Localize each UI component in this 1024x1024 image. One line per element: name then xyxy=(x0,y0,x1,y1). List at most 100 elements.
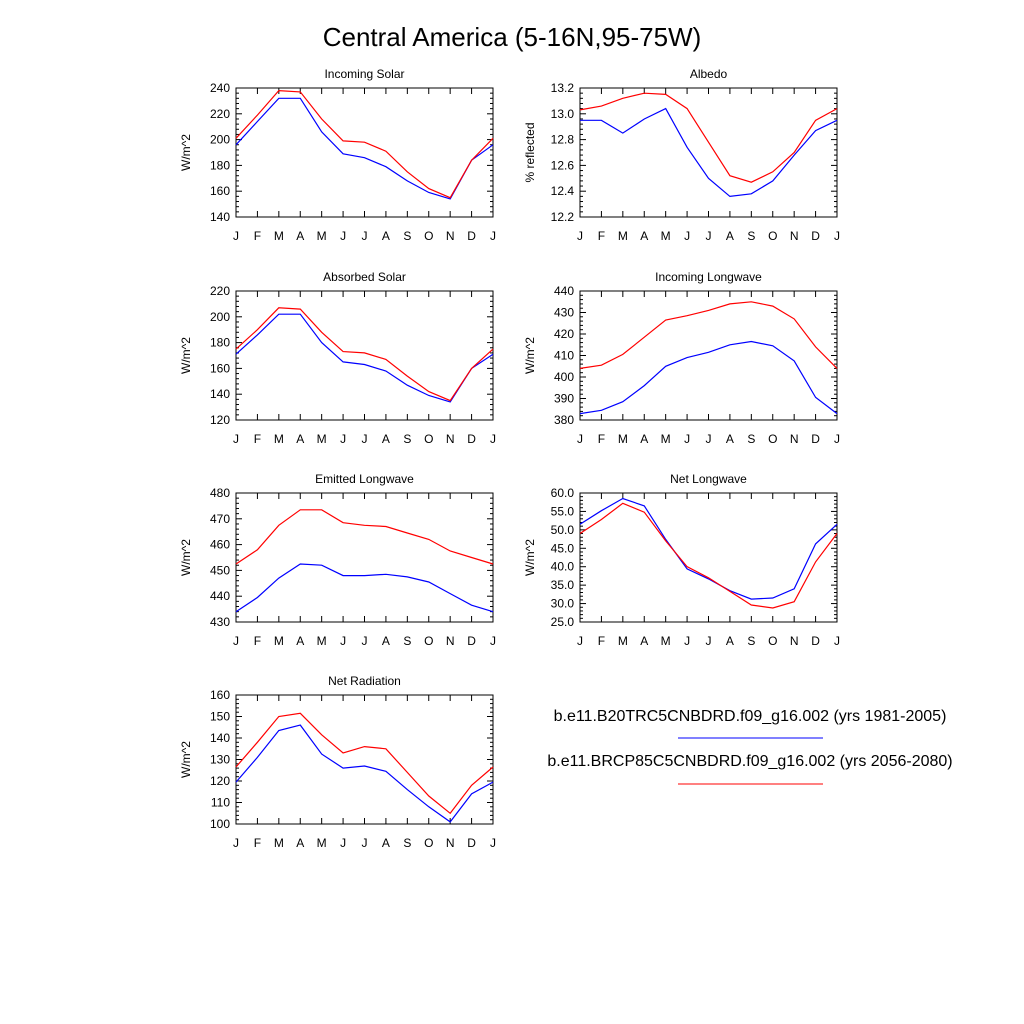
series-line-0 xyxy=(235,563,494,613)
y-tick-label: 12.6 xyxy=(551,158,575,172)
x-tick-label: J xyxy=(362,229,368,243)
series-line-1 xyxy=(579,301,838,369)
y-tick-label: 12.4 xyxy=(551,184,575,198)
x-tick-label: N xyxy=(446,229,455,243)
y-axis-label: W/m^2 xyxy=(179,337,193,374)
series-line-0 xyxy=(235,97,494,200)
y-tick-label: 390 xyxy=(554,392,574,406)
y-tick-label: 35.0 xyxy=(551,578,575,592)
x-tick-label: O xyxy=(424,229,433,243)
x-tick-label: M xyxy=(618,229,628,243)
y-tick-label: 40.0 xyxy=(551,560,575,574)
y-tick-label: 50.0 xyxy=(551,523,575,537)
y-axis-label: W/m^2 xyxy=(179,741,193,778)
x-tick-label: N xyxy=(790,432,799,446)
y-tick-label: 160 xyxy=(210,184,230,198)
y-tick-label: 140 xyxy=(210,387,230,401)
x-tick-label: F xyxy=(598,634,605,648)
series-line-0 xyxy=(235,724,494,823)
x-tick-label: M xyxy=(274,634,284,648)
x-tick-label: N xyxy=(790,634,799,648)
y-tick-label: 180 xyxy=(210,158,230,172)
x-tick-label: J xyxy=(490,836,496,850)
x-tick-label: J xyxy=(233,836,239,850)
x-tick-label: O xyxy=(768,634,777,648)
x-tick-label: J xyxy=(233,432,239,446)
plot-frame xyxy=(579,87,838,218)
legend-label-0: b.e11.B20TRC5CNBDRD.f09_g16.002 (yrs 198… xyxy=(554,708,947,725)
x-tick-label: D xyxy=(467,432,476,446)
y-tick-label: 60.0 xyxy=(551,486,575,500)
x-tick-label: A xyxy=(382,836,390,850)
x-tick-label: M xyxy=(661,432,671,446)
y-tick-label: 120 xyxy=(210,774,230,788)
panel-4: Emitted Longwave W/m^2 430 440 450 460 470 480 J… xyxy=(179,472,496,648)
x-tick-label: J xyxy=(834,634,840,648)
x-tick-label: A xyxy=(726,432,734,446)
x-tick-label: N xyxy=(446,432,455,446)
panel-title: Emitted Longwave xyxy=(315,472,414,486)
y-axis-label: W/m^2 xyxy=(523,539,537,576)
series-line-1 xyxy=(235,712,494,815)
plot-frame xyxy=(235,290,494,421)
y-axis-label: W/m^2 xyxy=(179,134,193,171)
series-line-1 xyxy=(235,89,494,199)
x-tick-label: O xyxy=(424,634,433,648)
x-tick-label: A xyxy=(382,229,390,243)
x-tick-label: M xyxy=(274,836,284,850)
x-tick-label: N xyxy=(446,836,455,850)
x-tick-label: A xyxy=(726,634,734,648)
y-tick-label: 100 xyxy=(210,817,230,831)
x-tick-label: J xyxy=(577,432,583,446)
y-tick-label: 420 xyxy=(554,327,574,341)
x-tick-label: J xyxy=(684,432,690,446)
x-tick-label: N xyxy=(446,634,455,648)
panel-3: Incoming Longwave W/m^2 380 390 400 410 420 430… xyxy=(523,270,840,446)
legend: b.e11.B20TRC5CNBDRD.f09_g16.002 (yrs 198… xyxy=(547,708,953,785)
x-tick-label: S xyxy=(403,836,411,850)
x-tick-label: M xyxy=(618,432,628,446)
y-tick-label: 430 xyxy=(554,306,574,320)
y-axis-label: W/m^2 xyxy=(523,337,537,374)
x-tick-label: M xyxy=(274,432,284,446)
x-tick-label: D xyxy=(811,432,820,446)
x-tick-label: J xyxy=(706,634,712,648)
y-tick-label: 240 xyxy=(210,81,230,95)
x-tick-label: M xyxy=(317,634,327,648)
x-tick-label: M xyxy=(274,229,284,243)
y-tick-label: 220 xyxy=(210,284,230,298)
x-tick-label: J xyxy=(362,836,368,850)
y-tick-label: 200 xyxy=(210,133,230,147)
series-line-0 xyxy=(579,340,838,415)
y-tick-label: 470 xyxy=(210,512,230,526)
x-tick-label: O xyxy=(768,432,777,446)
x-tick-label: J xyxy=(233,229,239,243)
figure-title: Central America (5-16N,95-75W) xyxy=(323,22,702,52)
x-tick-label: N xyxy=(790,229,799,243)
x-tick-label: J xyxy=(233,634,239,648)
x-tick-label: F xyxy=(254,229,261,243)
x-tick-label: J xyxy=(490,634,496,648)
y-tick-label: 160 xyxy=(210,688,230,702)
x-tick-label: A xyxy=(296,634,304,648)
panel-title: Net Longwave xyxy=(670,472,747,486)
panel-5: Net Longwave W/m^2 25.0 30.0 35.0 40.0 45.0 50.… xyxy=(523,472,840,648)
x-tick-label: M xyxy=(661,634,671,648)
x-tick-label: O xyxy=(424,432,433,446)
x-tick-label: J xyxy=(706,229,712,243)
y-tick-label: 25.0 xyxy=(551,615,575,629)
legend-label-1: b.e11.BRCP85C5CNBDRD.f09_g16.002 (yrs 20… xyxy=(547,753,952,770)
x-tick-label: S xyxy=(403,229,411,243)
x-tick-label: M xyxy=(317,229,327,243)
x-tick-label: J xyxy=(362,432,368,446)
y-tick-label: 150 xyxy=(210,710,230,724)
y-tick-label: 13.2 xyxy=(551,81,575,95)
y-tick-label: 400 xyxy=(554,370,574,384)
y-tick-label: 440 xyxy=(210,589,230,603)
y-tick-label: 55.0 xyxy=(551,504,575,518)
x-tick-label: J xyxy=(490,432,496,446)
x-tick-label: A xyxy=(296,229,304,243)
x-tick-label: J xyxy=(340,836,346,850)
